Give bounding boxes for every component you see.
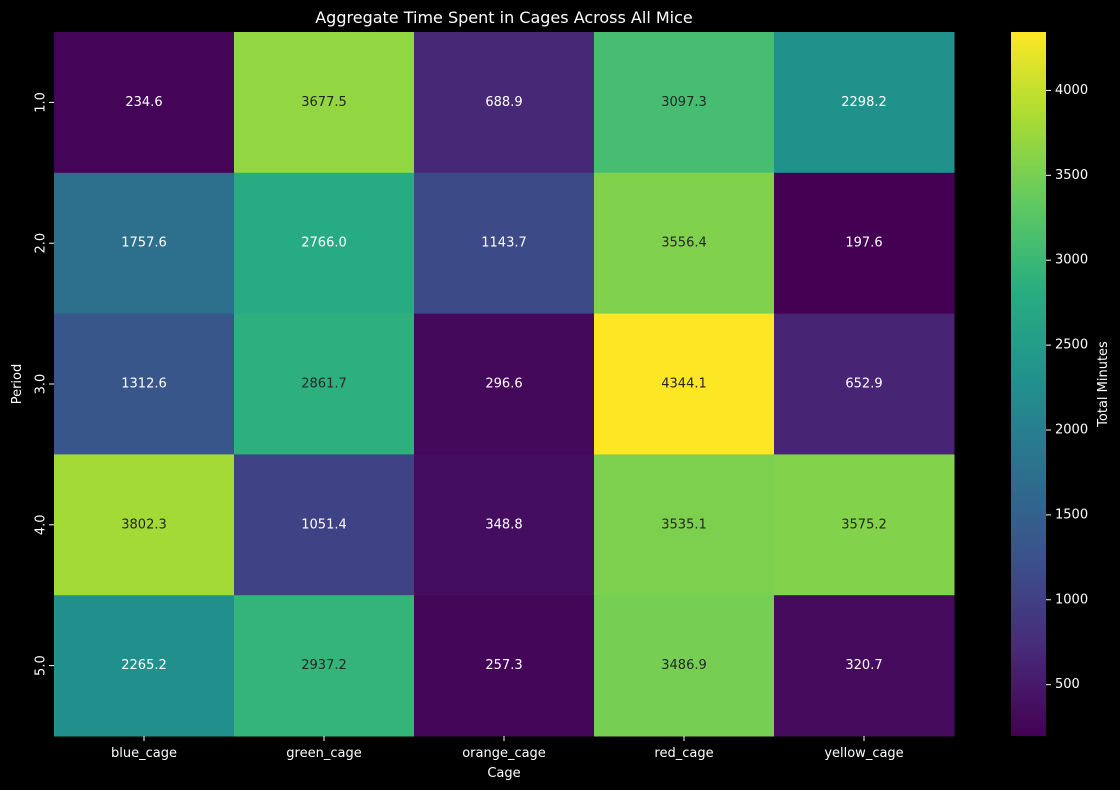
x-tick-label: orange_cage (462, 746, 546, 761)
cell-value-label: 1143.7 (481, 236, 527, 251)
colorbar-tick-label: 3500 (1055, 168, 1088, 183)
cell-value-label: 1757.6 (121, 236, 167, 251)
cell-value-label: 348.8 (485, 517, 522, 532)
cell-value-label: 3097.3 (661, 95, 707, 110)
cell-value-label: 4344.1 (661, 377, 707, 392)
cell-value-label: 3535.1 (661, 517, 707, 532)
colorbar-tick-label: 2500 (1055, 338, 1088, 353)
colorbar-gradient (1011, 32, 1046, 736)
y-tick-label: 1.0 (34, 92, 49, 113)
heatmap-cell (414, 172, 595, 315)
cell-value-label: 234.6 (125, 95, 162, 110)
heatmap-cell (54, 454, 235, 596)
x-axis-ticks: blue_cage green_cage orange_cage red_cage ye… (111, 736, 904, 761)
cell-value-label: 320.7 (845, 658, 882, 673)
heatmap-cell (234, 313, 415, 455)
chart-title: Aggregate Time Spent in Cages Across All… (315, 8, 693, 27)
heatmap-cell (414, 454, 595, 596)
heatmap-cell (774, 595, 955, 737)
colorbar-tick-label: 500 (1055, 677, 1080, 692)
heatmap-cell (54, 595, 235, 737)
colorbar-tick-label: 1000 (1055, 592, 1088, 607)
heatmap-cell (234, 595, 415, 737)
cell-value-label: 197.6 (845, 236, 882, 251)
cell-value-label: 2766.0 (301, 236, 347, 251)
colorbar-tick-label: 1500 (1055, 507, 1088, 522)
colorbar: 500 1000 1500 2000 2500 3000 3500 4000 (1011, 32, 1088, 736)
heatmap-cell (774, 313, 955, 455)
heatmap-cell (594, 32, 775, 174)
cell-value-label: 688.9 (485, 95, 522, 110)
x-axis-label: Cage (487, 766, 520, 781)
cell-value-label: 257.3 (485, 658, 522, 673)
heatmap-cell (234, 454, 415, 596)
y-axis-ticks: 1.0 2.0 3.0 4.0 5.0 (34, 92, 54, 676)
cell-value-label: 3677.5 (301, 95, 347, 110)
colorbar-tick-label: 3000 (1055, 253, 1088, 268)
cell-value-label: 3575.2 (841, 517, 887, 532)
heatmap-cell (774, 32, 955, 174)
heatmap-cells: 234.6 3677.5 688.9 3097.3 2298.2 1757.6 2766.0… (54, 32, 955, 737)
heatmap-cell (594, 172, 775, 315)
heatmap-cell (234, 32, 415, 174)
cell-value-label: 2937.2 (301, 658, 347, 673)
cell-value-label: 2265.2 (121, 658, 167, 673)
x-tick-label: blue_cage (111, 746, 177, 761)
x-tick-label: yellow_cage (824, 746, 903, 761)
cell-value-label: 3556.4 (661, 236, 707, 251)
cell-value-label: 652.9 (845, 377, 882, 392)
heatmap-cell (594, 454, 775, 596)
colorbar-tick-label: 4000 (1055, 83, 1088, 98)
colorbar-label: Total Minutes (1096, 341, 1111, 428)
heatmap-cell (54, 172, 235, 315)
x-tick-label: green_cage (286, 746, 361, 761)
y-tick-label: 5.0 (34, 655, 49, 676)
x-tick-label: red_cage (654, 746, 713, 761)
y-tick-label: 4.0 (34, 514, 49, 535)
cell-value-label: 1051.4 (301, 517, 347, 532)
cell-value-label: 2861.7 (301, 377, 347, 392)
heatmap-cell (774, 172, 955, 315)
cell-value-label: 2298.2 (841, 95, 887, 110)
heatmap-cell (414, 595, 595, 737)
cell-value-label: 3802.3 (121, 517, 167, 532)
heatmap-cell (54, 32, 235, 174)
y-tick-label: 2.0 (34, 233, 49, 254)
y-axis-label: Period (10, 364, 25, 405)
cell-value-label: 1312.6 (121, 377, 167, 392)
heatmap-cell (54, 313, 235, 455)
heatmap-cell (234, 172, 415, 315)
cell-value-label: 3486.9 (661, 658, 707, 673)
cell-value-label: 296.6 (485, 377, 522, 392)
y-tick-label: 3.0 (34, 374, 49, 395)
colorbar-tick-label: 2000 (1055, 422, 1088, 437)
heatmap-cell (414, 313, 595, 455)
heatmap-cell (774, 454, 955, 596)
heatmap-cell (414, 32, 595, 174)
heatmap-cell (594, 313, 775, 455)
heatmap-cell (594, 595, 775, 737)
